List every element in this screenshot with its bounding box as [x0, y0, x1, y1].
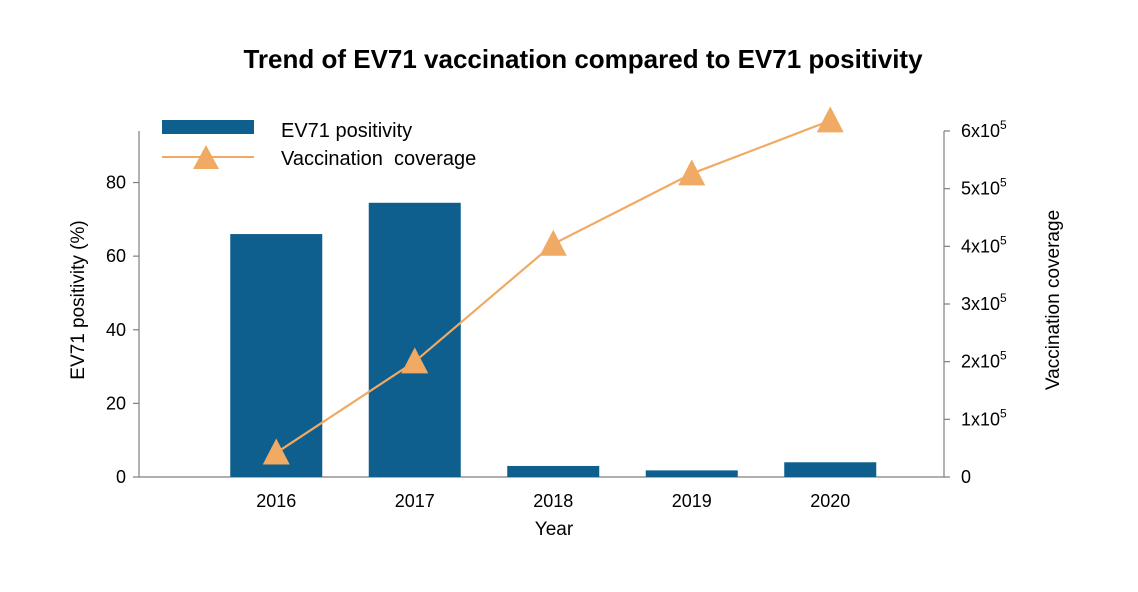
y-right-tick-label: 6x105 [961, 118, 1007, 141]
line-point [816, 106, 844, 133]
y-right-tick-label: 2x105 [961, 349, 1007, 372]
bar [784, 462, 877, 477]
y-left-tick-label: 20 [106, 393, 126, 413]
y-left-tick-label: 80 [106, 173, 126, 193]
line-point [539, 229, 567, 256]
x-tick-label: 2020 [810, 491, 850, 511]
y-right-tick-label: 1x105 [961, 406, 1007, 429]
x-tick-label: 2019 [672, 491, 712, 511]
y-left-tick-label: 40 [106, 320, 126, 340]
line-point [678, 159, 706, 186]
legend-bar-swatch [162, 120, 254, 134]
line-point [262, 438, 290, 465]
plot-area: 0 20 40 60 80 0 1x105 2x105 3x105 4x105 5x105 6x105… [106, 106, 1007, 511]
y-right-tick-label: 0 [961, 467, 971, 487]
x-tick-label: 2018 [533, 491, 573, 511]
x-tick-label: 2017 [395, 491, 435, 511]
y-left-tick-label: 60 [106, 246, 126, 266]
chart-title: Trend of EV71 vaccination compared to EV… [243, 44, 923, 74]
y-right-tick-label: 5x105 [961, 176, 1007, 199]
bar [230, 234, 323, 477]
bar [368, 202, 461, 477]
y-axis-right-label: Vaccination coverage [1043, 210, 1064, 390]
x-axis-label: Year [535, 519, 574, 540]
bar [645, 470, 738, 477]
legend: EV71 positivity Vaccination coverage [162, 120, 476, 170]
line-point [401, 347, 429, 374]
bar [507, 465, 600, 477]
y-axis-left-label: EV71 positivity (%) [68, 220, 89, 379]
y-right-tick-label: 3x105 [961, 291, 1007, 314]
y-left-tick-label: 0 [116, 467, 126, 487]
legend-bar-label: EV71 positivity [281, 120, 412, 142]
vaccination-coverage-line [275, 119, 831, 454]
legend-triangle-marker-icon [193, 145, 219, 169]
legend-line-label: Vaccination coverage [281, 148, 476, 170]
y-right-tick-label: 4x105 [961, 233, 1007, 256]
x-tick-label: 2016 [256, 491, 296, 511]
